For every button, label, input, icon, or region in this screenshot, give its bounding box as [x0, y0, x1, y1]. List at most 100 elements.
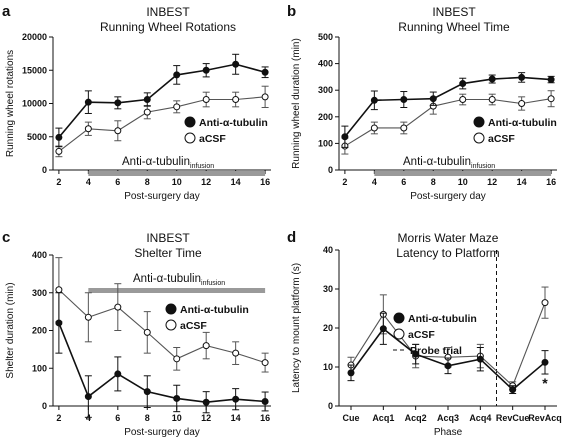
data-point — [143, 96, 151, 104]
data-point — [143, 108, 151, 116]
legend-label-anti: Anti-α-tubulin — [180, 304, 249, 316]
legend-label-anti: Anti-α-tubulin — [199, 117, 268, 129]
legend-label-probe: Probe trial — [410, 345, 462, 357]
x-tick-label: 10 — [458, 177, 468, 187]
data-point — [370, 124, 378, 132]
legend-label-acsf: aCSF — [488, 133, 515, 145]
series-acsf — [347, 286, 549, 391]
x-tick-label: 4 — [86, 413, 91, 423]
data-point — [400, 96, 408, 104]
x-tick-label: 2 — [56, 413, 61, 423]
x-axis-label: Phase — [434, 427, 463, 438]
data-point — [202, 398, 210, 406]
x-tick-label: 12 — [201, 413, 211, 423]
y-tick-label: 40 — [323, 245, 333, 255]
legend-marker-acsf — [165, 319, 177, 331]
y-tick-label: 200 — [318, 112, 333, 122]
y-tick-label: 100 — [318, 138, 333, 148]
data-point — [114, 303, 122, 311]
data-point — [261, 359, 269, 367]
legend-marker-acsf — [184, 132, 196, 144]
series-line — [58, 63, 266, 138]
significance-marker: * — [542, 375, 548, 391]
data-point — [173, 71, 181, 79]
data-point — [55, 147, 63, 155]
y-tick-label: 0 — [42, 401, 47, 411]
x-tick-label: RevCue — [496, 413, 530, 423]
x-tick-label: 14 — [517, 177, 527, 187]
x-axis-label: Post-surgery day — [124, 427, 200, 438]
chart-subtitle: Running Wheel Time — [398, 20, 510, 34]
data-point — [370, 96, 378, 104]
infusion-label: Anti-α-tubulininfusion — [133, 273, 225, 287]
chart-title: INBEST — [146, 5, 190, 19]
y-tick-label: 300 — [318, 85, 333, 95]
x-tick-label: Acq1 — [372, 413, 394, 423]
data-point — [459, 80, 467, 88]
x-tick-label: 10 — [172, 177, 182, 187]
data-point — [84, 313, 92, 321]
infusion-bar — [88, 288, 266, 293]
legend: Anti-α-tubulin aCSF — [165, 303, 249, 332]
chart-title: Morris Water Maze — [398, 231, 499, 245]
infusion-label-subscript: infusion — [190, 163, 214, 170]
series-acsf — [55, 257, 269, 373]
data-point — [541, 358, 549, 366]
data-point — [476, 355, 484, 363]
data-point — [232, 96, 240, 104]
y-tick-label: 300 — [32, 288, 47, 298]
y-tick-label: 20 — [323, 323, 333, 333]
x-tick-label: 12 — [201, 177, 211, 187]
infusion-label-main: Anti-α-tubulin — [122, 156, 190, 168]
y-tick-label: 200 — [32, 326, 47, 336]
legend-marker-anti — [165, 303, 177, 315]
data-point — [84, 125, 92, 133]
data-point — [202, 66, 210, 74]
chart-title: INBEST — [146, 231, 190, 245]
y-tick-label: 400 — [32, 250, 47, 260]
series-anti-tubulin — [347, 312, 549, 395]
x-tick-label: 8 — [145, 177, 150, 187]
data-point — [261, 68, 269, 76]
data-point — [114, 99, 122, 107]
data-point — [114, 370, 122, 378]
panel-letter: a — [2, 3, 11, 20]
legend-label-anti: Anti-α-tubulin — [488, 117, 557, 129]
chart-subtitle: Shelter Time — [134, 246, 202, 260]
y-tick-label: 0 — [328, 165, 333, 175]
x-tick-label: 14 — [231, 177, 241, 187]
data-point — [202, 342, 210, 350]
series-acsf — [55, 85, 269, 158]
data-point — [232, 395, 240, 403]
data-point — [547, 95, 555, 103]
panel-letter: b — [287, 3, 296, 20]
x-tick-label: Acq3 — [437, 413, 459, 423]
infusion-label-main: Anti-α-tubulin — [403, 156, 471, 168]
infusion-label: Anti-α-tubulininfusion — [122, 156, 214, 170]
x-tick-label: 4 — [372, 177, 377, 187]
infusion-label-subscript: infusion — [471, 163, 495, 170]
legend-marker-anti — [473, 116, 485, 128]
data-point — [400, 124, 408, 132]
y-tick-label: 0 — [328, 401, 333, 411]
data-point — [55, 133, 63, 141]
infusion-bar — [374, 171, 552, 176]
legend-marker-acsf — [473, 132, 485, 144]
y-tick-label: 400 — [318, 59, 333, 69]
chart-title: INBEST — [432, 5, 476, 19]
x-tick-label: 6 — [115, 413, 120, 423]
data-point — [84, 393, 92, 401]
data-point — [509, 386, 517, 394]
y-tick-label: 10000 — [22, 99, 47, 109]
x-tick-label: 8 — [145, 413, 150, 423]
legend-marker-acsf — [393, 328, 405, 340]
series-line — [344, 76, 552, 138]
chart-subtitle: Latency to Platform — [396, 246, 499, 260]
y-tick-label: 0 — [42, 165, 47, 175]
x-tick-label: 2 — [56, 177, 61, 187]
x-tick-label: 2 — [342, 177, 347, 187]
series-line — [58, 289, 266, 364]
